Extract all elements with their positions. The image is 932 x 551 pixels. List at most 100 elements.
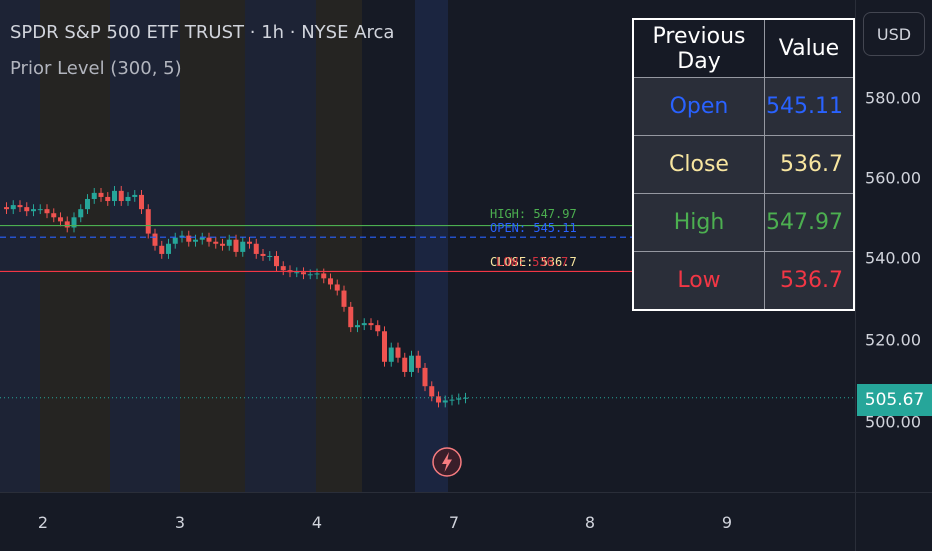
candle-body [395,347,401,358]
candle-body [64,221,70,228]
candle-body [294,272,300,274]
session-band [40,0,110,492]
candle-body [375,325,381,332]
candle-body [98,192,104,197]
candle-body [409,355,414,372]
candle-body [105,196,111,202]
candle-body [274,255,279,267]
time-tick: 8 [584,513,596,532]
candle-body [24,207,30,212]
table-header-row: Previous Day Value [632,18,855,78]
candle-body [301,272,306,275]
session-band [362,0,415,492]
candle-body [307,274,313,276]
candle-body [37,209,43,211]
time-axis[interactable]: 2 3 4 7 8 9 [0,492,855,551]
candle-body [267,255,273,257]
candle-body [280,266,286,271]
price-axis[interactable]: 580.00 560.00 540.00 520.00 500.00 [855,0,932,492]
row-name-low: Low [632,251,765,311]
candle-body [145,209,151,234]
candle-body [422,367,428,387]
previous-day-table: Previous Day Value Open 545.11 Close 536… [632,18,855,311]
price-chart[interactable] [0,0,855,492]
price-tick: 500.00 [865,412,921,432]
candle-body [436,396,441,403]
candle-body [334,284,340,291]
table-header-value: Value [763,18,855,78]
table-header-previous-day: Previous Day [632,18,765,78]
candle-body [247,241,252,244]
candle-body [314,273,320,275]
candle-body [85,198,90,210]
candle-body [31,209,36,212]
candle-body [341,290,347,307]
candle-body [382,331,387,362]
candle-body [118,190,124,202]
close-level-label: CLOSE: 536.7 [490,255,577,269]
row-value-open: 545.11 [763,77,855,136]
candle-body [4,207,9,210]
candle-body [186,235,192,242]
time-tick: 2 [37,513,49,532]
candle-body [58,217,63,222]
session-band [415,0,448,492]
row-value-low: 536.7 [763,251,855,311]
time-tick: 9 [721,513,733,532]
axis-corner [855,492,932,551]
session-band [316,0,362,492]
candle-body [368,323,374,326]
row-name-close: Close [632,135,765,194]
table-row: High 547.97 [632,193,855,252]
candle-body [44,209,50,214]
candle-body [260,253,266,256]
candle-body [159,245,165,254]
candle-body [253,243,259,254]
candle-body [51,213,57,218]
price-tick: 560.00 [865,168,921,188]
candle-body [456,398,462,400]
candle-body [328,278,333,285]
table-row: Low 536.7 [632,251,855,311]
candle-body [91,192,97,199]
row-value-high: 547.97 [763,193,855,252]
price-tick: 540.00 [865,248,921,268]
candle-body [361,323,367,326]
currency-button[interactable]: USD [863,12,925,56]
table-row: Close 536.7 [632,135,855,194]
candle-body [429,386,435,397]
candle-body [199,237,205,240]
candle-body [17,205,23,208]
candle-body [321,273,327,279]
lightning-icon[interactable] [431,446,463,478]
indicator-title[interactable]: Prior Level (300, 5) [10,58,182,79]
candle-body [132,194,138,197]
candle-body [442,400,448,403]
candle-body [78,209,84,218]
candle-body [139,194,144,210]
candle-body [125,196,131,202]
high-level-label: HIGH: 547.97 [490,207,577,221]
candle-body [402,357,408,372]
row-value-close: 536.7 [763,135,855,194]
symbol-title[interactable]: SPDR S&P 500 ETF TRUST · 1h · NYSE Arca [10,22,395,43]
candle-body [206,237,212,242]
candle-body [10,205,16,210]
candle-body [220,243,225,246]
row-name-open: Open [632,77,765,136]
row-name-high: High [632,193,765,252]
low-level-label: LOW: 536.7 [496,255,569,269]
candle-body [355,325,360,328]
candle-body [233,239,239,252]
candle-body [172,237,178,244]
time-tick: 3 [174,513,186,532]
candle-body [449,399,455,401]
candle-body [152,233,158,246]
open-level-label: OPEN: 545.11 [490,221,577,235]
candle-body [463,397,468,399]
candle-body [213,241,219,244]
session-band [0,0,40,492]
last-price-label: 505.67 [857,384,932,416]
candle-body [415,355,421,368]
time-tick: 4 [311,513,323,532]
